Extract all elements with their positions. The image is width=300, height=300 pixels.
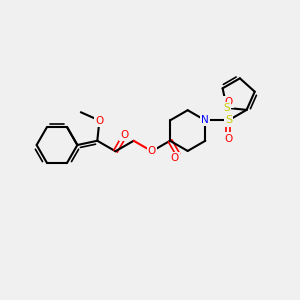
Text: O: O — [224, 97, 232, 107]
Text: O: O — [224, 134, 232, 143]
Text: O: O — [148, 146, 156, 156]
Text: O: O — [95, 116, 104, 125]
Text: S: S — [225, 116, 232, 125]
Text: S: S — [224, 103, 230, 113]
Text: O: O — [120, 130, 128, 140]
Text: O: O — [171, 153, 179, 164]
Text: N: N — [201, 116, 209, 125]
